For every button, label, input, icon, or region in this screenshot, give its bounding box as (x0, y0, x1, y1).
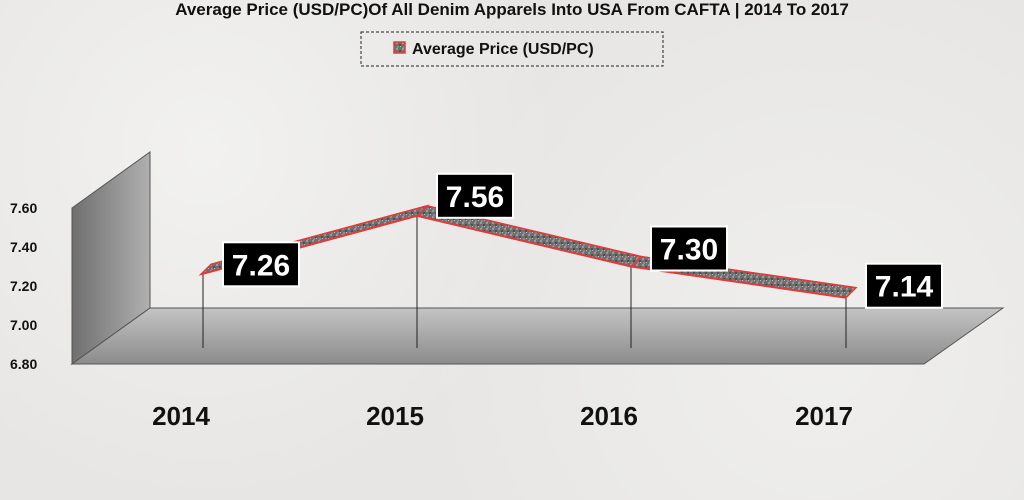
legend-swatch (393, 41, 406, 54)
drop-lines (202, 215, 847, 348)
x-tick-label: 2017 (795, 401, 853, 431)
floor (70, 307, 1005, 365)
data-label-text: 7.30 (660, 234, 718, 267)
data-label-text: 7.56 (446, 181, 504, 214)
data-label-text: 7.26 (232, 249, 290, 282)
legend-label: Average Price (USD/PC) (412, 41, 594, 58)
series-line (200, 214, 847, 299)
y-tick-label: 7.40 (10, 239, 37, 255)
data-label: 7.56 (436, 172, 514, 219)
data-label-text: 7.14 (875, 271, 934, 304)
x-tick-label: 2016 (580, 401, 638, 431)
legend: Average Price (USD/PC) (360, 31, 664, 67)
data-labels: 7.26 7.56 7.30 7.14 (222, 172, 943, 309)
data-label-box (865, 262, 943, 309)
y-tick-label: 7.60 (10, 200, 37, 216)
x-tick-label: 2015 (366, 401, 424, 431)
chart-title: Average Price (USD/PC)Of All Denim Appar… (175, 0, 849, 19)
data-label-box (650, 225, 728, 272)
y-axis-ticks: 6.80 7.00 7.20 7.40 7.60 (10, 200, 37, 372)
x-tick-label: 2014 (152, 401, 210, 431)
series-line-back (210, 205, 857, 289)
data-label: 7.26 (222, 241, 300, 288)
data-label-box (436, 172, 514, 219)
x-axis-labels: 2014 2015 2016 2017 (152, 401, 853, 431)
data-label-box (222, 241, 300, 288)
y-tick-label: 7.00 (10, 317, 37, 333)
y-tick-label: 6.80 (10, 356, 37, 372)
data-label: 7.14 (865, 262, 943, 309)
y-tick-label: 7.20 (10, 278, 37, 294)
data-label: 7.30 (650, 225, 728, 272)
legend-box (360, 31, 664, 67)
